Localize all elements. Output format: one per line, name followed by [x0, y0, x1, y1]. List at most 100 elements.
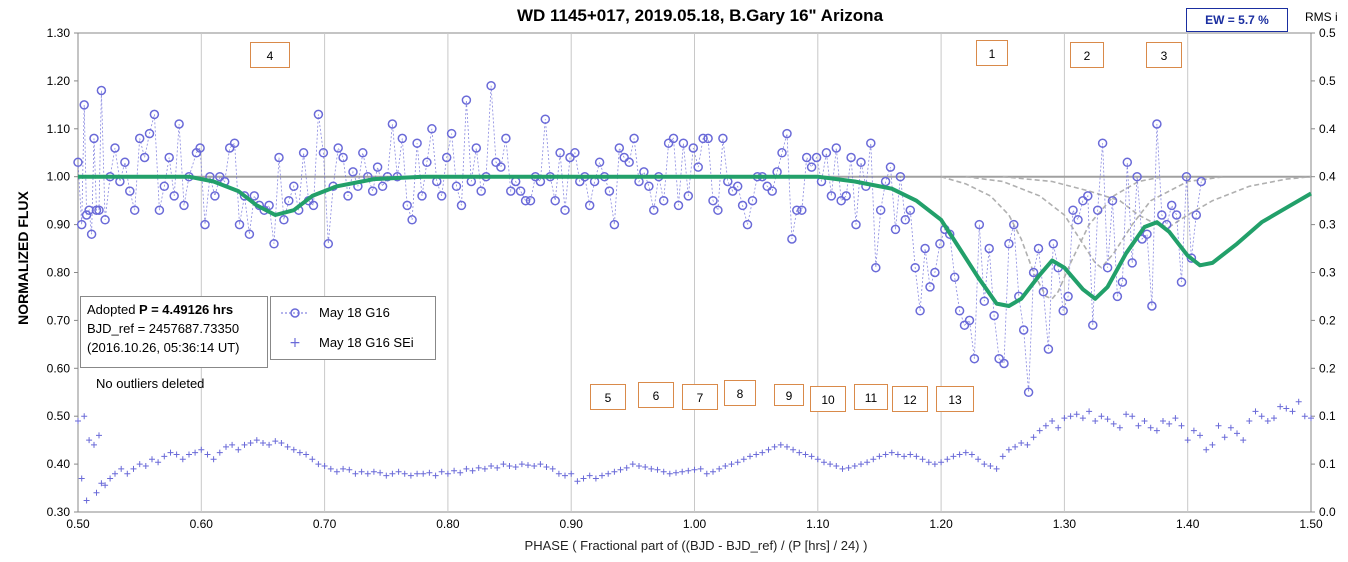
- right-axis-title: RMS i: [1305, 10, 1338, 24]
- rms-point: [407, 472, 414, 479]
- flux-point: [1092, 205, 1103, 215]
- rms-point: [660, 468, 667, 475]
- flux-point: [836, 195, 846, 206]
- rms-point: [1153, 427, 1160, 434]
- y2-tick-label: 0.3: [1319, 266, 1336, 280]
- flux-point: [224, 143, 235, 153]
- y2-tick-label: 0.0: [1319, 505, 1336, 519]
- rms-point: [839, 465, 846, 472]
- rms-point: [617, 466, 624, 473]
- rms-point: [1264, 418, 1271, 424]
- flux-point: [486, 80, 496, 91]
- flux-point: [1083, 191, 1093, 201]
- dip-label-4: 4: [250, 42, 290, 68]
- flux-point: [1048, 239, 1059, 249]
- legend-label-flux: May 18 G16: [319, 305, 390, 320]
- rms-point: [543, 464, 550, 470]
- flux-point: [777, 148, 787, 158]
- rms-point: [1190, 427, 1197, 434]
- rms-point: [290, 446, 297, 453]
- flux-point: [1097, 138, 1108, 148]
- rms-point: [710, 468, 716, 475]
- flux-point: [811, 152, 822, 163]
- rms-point: [315, 461, 322, 468]
- flux-point: [925, 282, 935, 292]
- flux-point: [397, 133, 408, 144]
- flux-point: [555, 148, 565, 158]
- rms-point: [623, 464, 630, 471]
- rms-point: [821, 459, 827, 466]
- flux-point: [910, 262, 920, 273]
- flux-point: [851, 219, 861, 230]
- flux-point: [525, 195, 536, 206]
- rms-point: [420, 470, 427, 477]
- flux-point: [79, 100, 89, 110]
- flux-point: [915, 306, 925, 316]
- flux-point: [841, 191, 851, 201]
- rms-point: [112, 470, 118, 477]
- rms-point: [802, 451, 809, 458]
- rms-point: [1116, 424, 1123, 431]
- flux-point: [994, 353, 1004, 364]
- rms-point: [845, 464, 852, 471]
- rms-point: [827, 461, 834, 468]
- flux-point: [974, 219, 985, 230]
- flux-point: [629, 133, 639, 144]
- rms-point: [1147, 424, 1154, 431]
- flux-point: [930, 267, 940, 278]
- flux-point: [81, 210, 92, 220]
- rms-point: [192, 449, 199, 456]
- flux-point: [456, 200, 467, 211]
- x-tick-label: 1.30: [1053, 517, 1077, 531]
- rms-point: [956, 451, 963, 458]
- rms-point: [1024, 441, 1031, 448]
- flux-point: [313, 109, 324, 120]
- flux-point: [1073, 215, 1083, 225]
- rms-point: [352, 470, 359, 477]
- rms-point: [118, 465, 125, 472]
- rms-point: [636, 463, 642, 469]
- flux-point: [609, 219, 620, 230]
- rms-point: [537, 461, 544, 468]
- rms-point: [1172, 415, 1179, 422]
- flux-point: [1009, 219, 1019, 230]
- rms-point: [1092, 418, 1099, 424]
- flux-point: [284, 195, 294, 206]
- rms-point: [444, 470, 451, 477]
- flux-point: [831, 143, 842, 153]
- flux-point: [269, 239, 279, 249]
- flux-point: [323, 239, 334, 249]
- rms-point: [1098, 413, 1105, 420]
- flux-point: [1078, 195, 1088, 206]
- flux-point: [86, 229, 97, 239]
- flux-point: [436, 191, 447, 201]
- flux-point: [900, 215, 911, 225]
- rms-point: [500, 461, 507, 468]
- flux-point: [1181, 171, 1192, 182]
- rms-point: [83, 497, 90, 504]
- y2-tick-label: 0.5: [1319, 26, 1336, 40]
- rms-point: [833, 463, 840, 469]
- flux-point: [274, 152, 284, 163]
- dip-label-8: 8: [724, 380, 756, 406]
- y-tick-label: 0.60: [47, 361, 71, 375]
- flux-point: [1028, 267, 1039, 278]
- rms-point: [1018, 440, 1025, 446]
- rms-point: [260, 440, 266, 446]
- flux-point: [195, 143, 205, 153]
- rms-point: [96, 432, 102, 439]
- flux-point: [949, 272, 960, 283]
- flux-point: [1132, 171, 1142, 182]
- flux-point: [649, 205, 659, 215]
- rms-point: [679, 468, 686, 475]
- x-tick-label: 0.60: [190, 517, 214, 531]
- flux-point: [644, 181, 654, 192]
- x-tick-label: 0.50: [66, 517, 90, 531]
- flux-point: [174, 119, 184, 129]
- flux-point: [1171, 210, 1182, 220]
- rms-point: [894, 451, 901, 458]
- rms-point: [864, 459, 871, 466]
- flux-point: [179, 200, 189, 211]
- flux-point: [594, 157, 605, 168]
- flux-point: [129, 205, 140, 215]
